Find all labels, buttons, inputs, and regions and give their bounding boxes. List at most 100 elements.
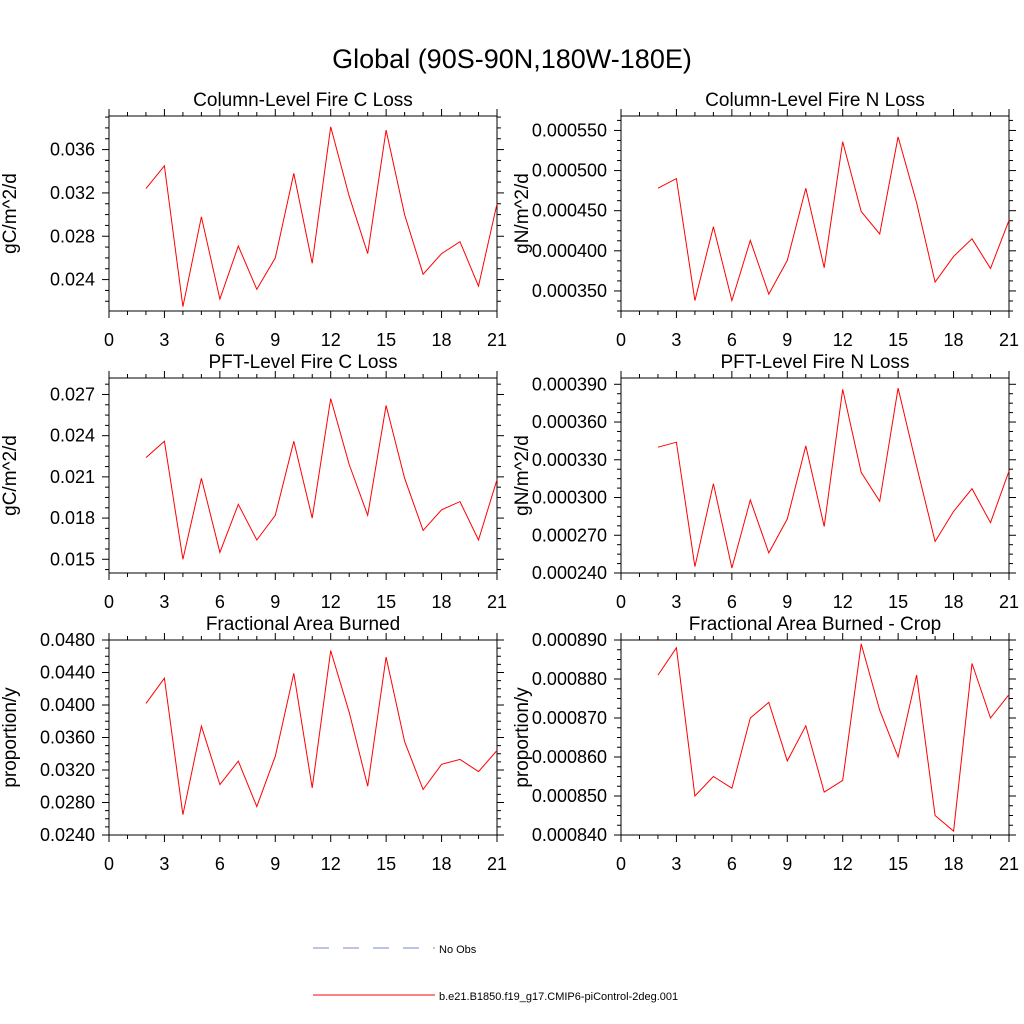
data-point — [145, 703, 146, 704]
data-point — [879, 710, 880, 711]
data-point — [441, 253, 442, 254]
data-point — [423, 274, 424, 275]
x-tick-label: 6 — [215, 854, 225, 874]
data-point — [805, 188, 806, 189]
data-point — [972, 488, 973, 489]
x-tick-label: 0 — [616, 854, 626, 874]
data-point — [694, 796, 695, 797]
data-point — [201, 478, 202, 479]
x-tick-label: 3 — [159, 330, 169, 350]
data-point — [367, 786, 368, 787]
y-tick-label: 0.000850 — [532, 786, 607, 806]
data-point — [312, 518, 313, 519]
x-tick-label: 12 — [833, 854, 853, 874]
chart-panel-5: Fractional Area Burned proportion/y 0 3 6 9 12… — [0, 614, 507, 874]
y-tick-label: 0.024 — [50, 270, 95, 290]
data-point — [423, 530, 424, 531]
data-point — [731, 300, 732, 301]
data-point — [898, 757, 899, 758]
x-tick-label: 0 — [104, 330, 114, 350]
y-tick-label: 0.032 — [50, 183, 95, 203]
series-line — [657, 136, 1010, 303]
data-point — [293, 673, 294, 674]
x-tick-label: 12 — [833, 592, 853, 612]
data-point — [694, 300, 695, 301]
data-point — [386, 130, 387, 131]
x-tick-label: 18 — [944, 854, 964, 874]
data-point — [293, 441, 294, 442]
data-point — [935, 815, 936, 816]
y-tick-label: 0.0320 — [40, 760, 95, 780]
chart-title: PFT-Level Fire C Loss — [209, 352, 398, 373]
data-point — [349, 196, 350, 197]
x-tick-label: 12 — [321, 330, 341, 350]
series-line — [145, 398, 498, 560]
y-tick-label: 0.000350 — [532, 281, 607, 301]
data-point — [676, 647, 677, 648]
data-point — [330, 398, 331, 399]
x-tick-label: 9 — [270, 854, 280, 874]
chart-panel-1: Column-Level Fire C Loss gC/m^2/d 0 3 6 9 12 15… — [0, 90, 507, 350]
data-point — [768, 294, 769, 295]
data-point — [275, 756, 276, 757]
data-point — [275, 257, 276, 258]
x-tick-label: 12 — [321, 592, 341, 612]
x-tick-label: 9 — [270, 592, 280, 612]
data-point — [787, 760, 788, 761]
y-tick-label: 0.015 — [50, 549, 95, 569]
plot-frame — [620, 377, 1010, 574]
plot-frame — [108, 115, 498, 312]
chart-panel-3: PFT-Level Fire C Loss gC/m^2/d 0 3 6 9 12 15 18 2… — [0, 352, 507, 612]
data-point — [256, 540, 257, 541]
chart-title: Fractional Area Burned - Crop — [689, 614, 941, 635]
y-tick-label: 0.000890 — [532, 630, 607, 650]
data-point — [404, 478, 405, 479]
data-point — [256, 806, 257, 807]
legend-no-obs-label: No Obs — [439, 944, 477, 956]
y-axis-label: gC/m^2/d — [0, 173, 21, 254]
legend: No Obs b.e21.B1850.f19_g17.CMIP6-piContr… — [313, 944, 678, 1003]
x-tick-label: 15 — [888, 592, 908, 612]
data-point — [676, 178, 677, 179]
y-tick-label: 0.000360 — [532, 412, 607, 432]
plot-frame — [108, 377, 498, 574]
y-tick-label: 0.036 — [50, 140, 95, 160]
data-point — [861, 643, 862, 644]
y-axis-label: proportion/y — [512, 687, 533, 788]
data-point — [879, 501, 880, 502]
chart-panels: Column-Level Fire C Loss gC/m^2/d 0 3 6 9 12 15… — [0, 90, 1019, 874]
series-line — [657, 643, 1010, 833]
data-point — [657, 188, 658, 189]
data-point — [330, 650, 331, 651]
y-tick-label: 0.0240 — [40, 825, 95, 845]
data-point — [386, 657, 387, 658]
x-tick-label: 15 — [888, 330, 908, 350]
x-tick-label: 6 — [727, 330, 737, 350]
data-point — [953, 511, 954, 512]
y-tick-label: 0.027 — [50, 384, 95, 404]
x-tick-label: 6 — [215, 330, 225, 350]
data-point — [145, 188, 146, 189]
x-tick-label: 3 — [671, 330, 681, 350]
x-tick-label: 9 — [270, 330, 280, 350]
x-tick-label: 3 — [159, 592, 169, 612]
chart-panel-4: PFT-Level Fire N Loss gN/m^2/d 0 3 6 9 12 15 18 2… — [512, 352, 1019, 612]
data-point — [713, 776, 714, 777]
data-point — [861, 211, 862, 212]
data-point — [972, 663, 973, 664]
data-point — [898, 136, 899, 137]
data-point — [404, 741, 405, 742]
x-tick-label: 0 — [616, 592, 626, 612]
data-point — [182, 306, 183, 307]
data-point — [953, 256, 954, 257]
data-point — [787, 260, 788, 261]
series-line — [657, 387, 1010, 569]
chart-title: PFT-Level Fire N Loss — [721, 352, 910, 373]
data-point — [460, 241, 461, 242]
data-point — [478, 540, 479, 541]
data-point — [460, 501, 461, 502]
data-point — [842, 141, 843, 142]
data-point — [916, 675, 917, 676]
chart-panel-2: Column-Level Fire N Loss gN/m^2/d 0 3 6 9 12 15… — [512, 90, 1019, 350]
